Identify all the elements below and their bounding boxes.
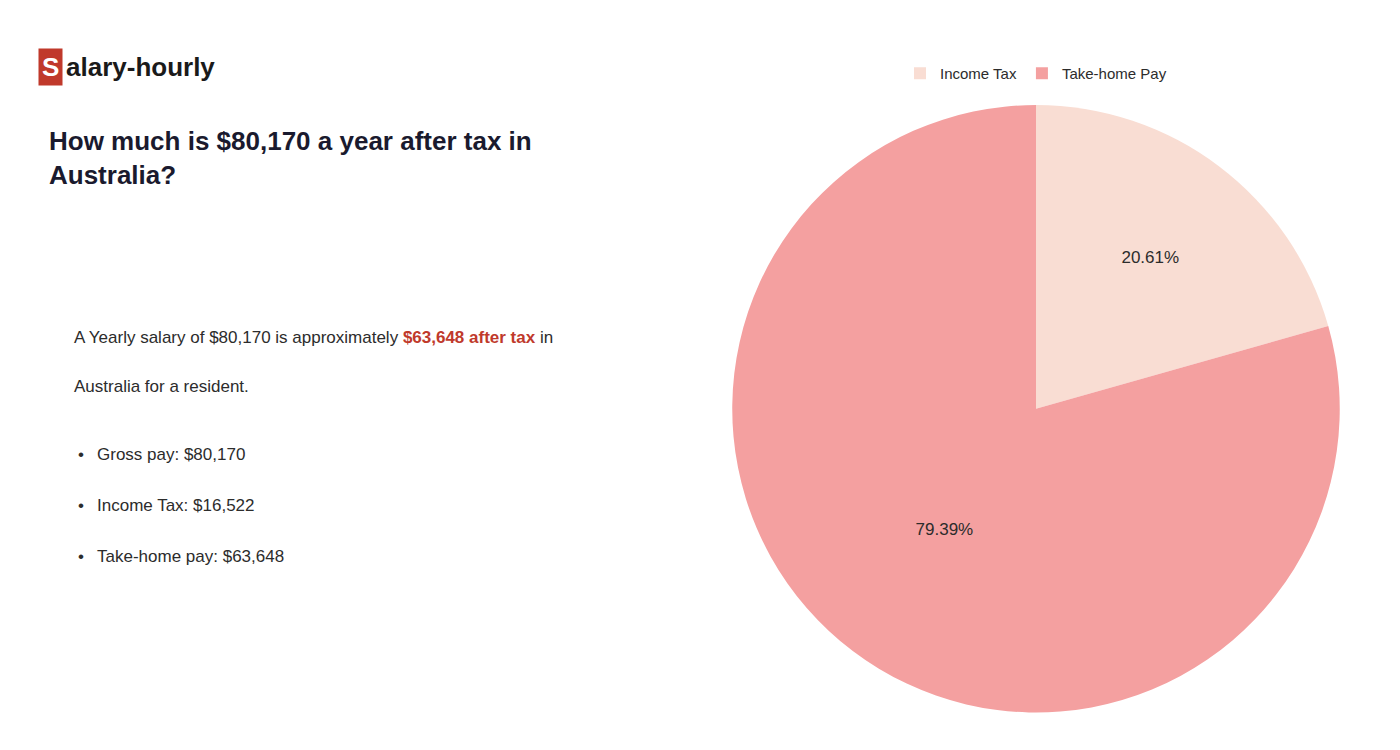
svg-text:•: • [78,547,84,566]
svg-text:Australia for a resident.: Australia for a resident. [74,377,249,396]
svg-text:•: • [78,496,84,515]
svg-text:Gross pay: $80,170: Gross pay: $80,170 [97,445,245,464]
svg-text:79.39%: 79.39% [916,520,974,539]
svg-text:A Yearly salary of $80,170 is: A Yearly salary of $80,170 is approximat… [74,328,553,347]
svg-text:Take-home pay: $63,648: Take-home pay: $63,648 [97,547,284,566]
svg-text:S: S [42,52,59,82]
svg-text:20.61%: 20.61% [1121,248,1179,267]
svg-text:Take-home Pay: Take-home Pay [1062,65,1167,82]
svg-text:Income Tax: $16,522: Income Tax: $16,522 [97,496,255,515]
svg-text:Income Tax: Income Tax [940,65,1017,82]
svg-text:How much is $80,170 a year aft: How much is $80,170 a year after tax inA… [49,126,532,190]
svg-text:•: • [78,445,84,464]
svg-text:alary-hourly: alary-hourly [66,52,215,82]
